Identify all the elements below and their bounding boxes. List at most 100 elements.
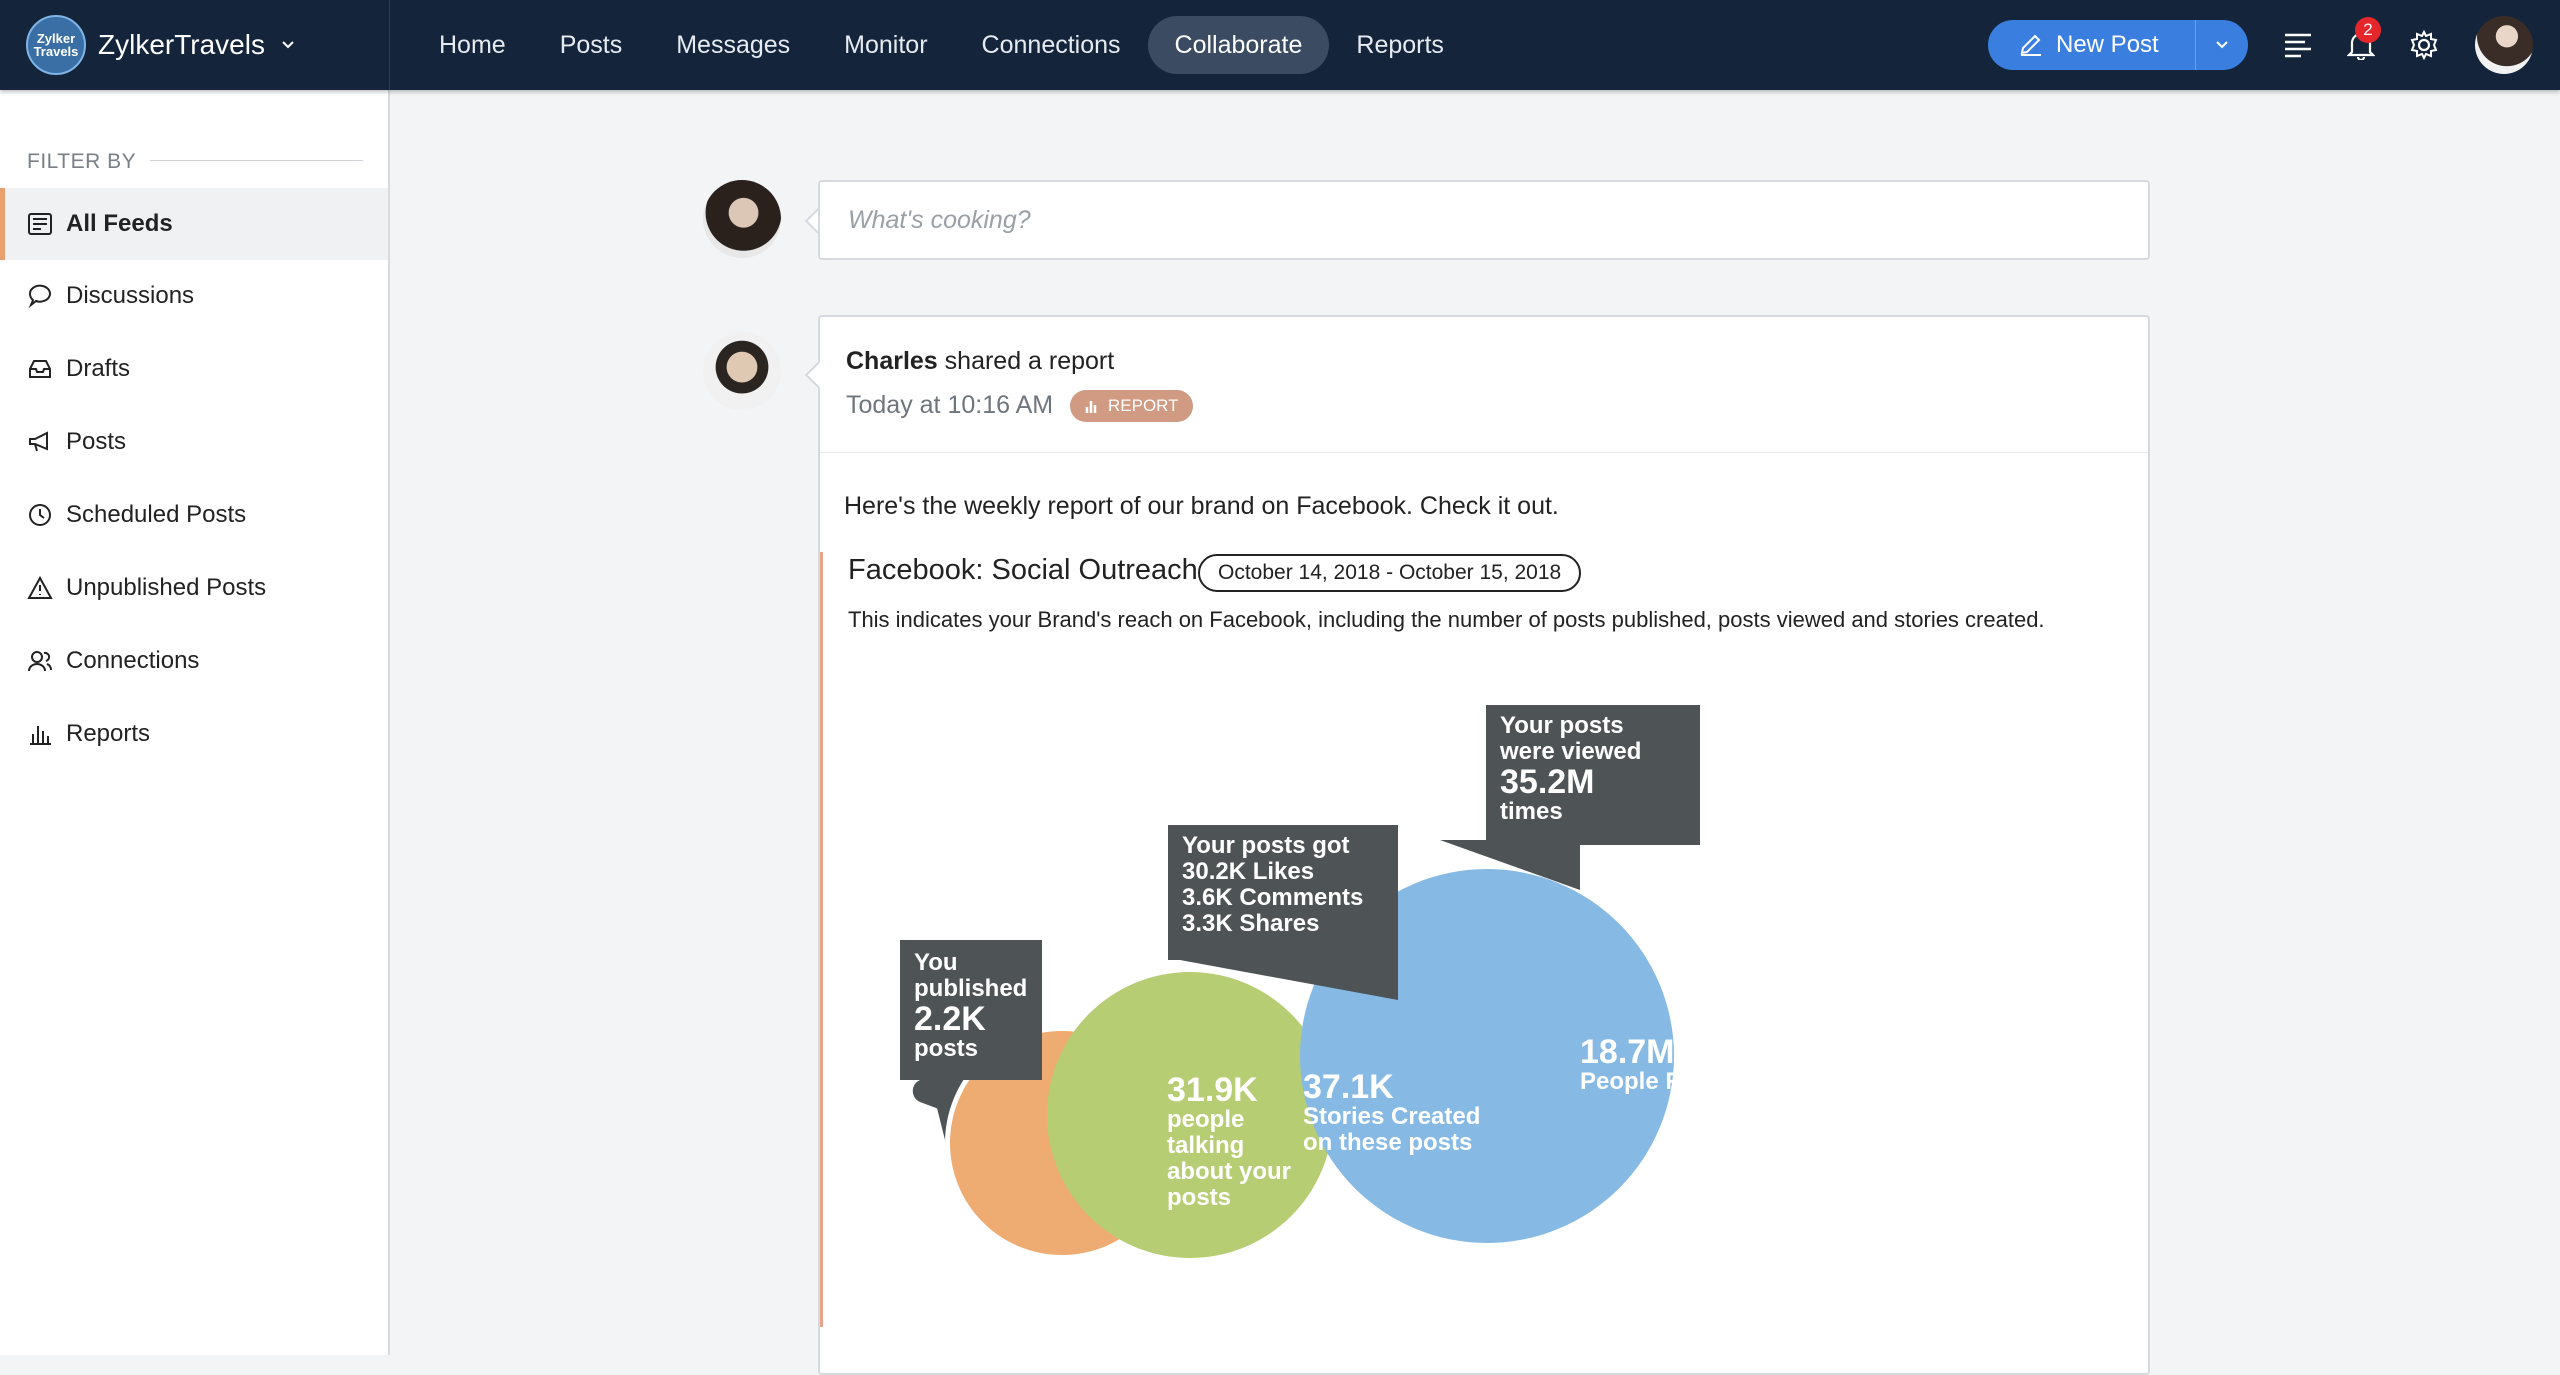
sidebar-item-label: Reports [66, 720, 151, 747]
brand-name: ZylkerTravels [98, 29, 265, 60]
report-tag-label: REPORT [1108, 396, 1179, 415]
composer[interactable] [818, 180, 2150, 260]
megaphone-icon [26, 428, 54, 456]
engagement-line-3: 3.6K Comments [1182, 884, 1364, 911]
outreach-infographic: You published 2.2K posts Your posts got … [880, 690, 1880, 1310]
sidebar-item-label: Posts [66, 428, 127, 455]
menu-lines-icon[interactable] [2280, 27, 2316, 63]
engagement-line-1: Your posts got [1182, 832, 1350, 859]
nav-home[interactable]: Home [439, 31, 506, 59]
post-header: Charles shared a report Today at 10:16 A… [820, 317, 2148, 453]
stories-text: 37.1K Stories Created on these posts [1303, 1070, 1480, 1156]
reach-text: 18.7M People Reached [1580, 1035, 1765, 1095]
post-time: Today at 10:16 AM [846, 391, 1054, 419]
sidebar: FILTER BY All Feeds Discussions Drafts P… [0, 90, 390, 1355]
views-line-1: Your posts [1500, 712, 1624, 739]
stories-line-2: on these posts [1303, 1129, 1473, 1156]
sidebar-item-label: Scheduled Posts [66, 501, 247, 528]
sidebar-item-scheduled-posts[interactable]: Scheduled Posts [0, 479, 388, 551]
stories-line-1: Stories Created [1303, 1103, 1481, 1130]
report-tag: REPORT [1070, 390, 1193, 422]
chat-bubble-icon [26, 282, 54, 310]
talking-line-2: talking [1167, 1132, 1245, 1159]
talking-line-3: about your [1167, 1158, 1291, 1185]
engagement-callout-pointer [1180, 960, 1398, 1000]
report-title: Facebook: Social Outreach [848, 554, 1198, 586]
new-post-dropdown[interactable] [2195, 20, 2248, 70]
post-author[interactable]: Charles [846, 347, 938, 375]
brand-switcher[interactable]: Zylker Travels ZylkerTravels [0, 0, 390, 90]
author-avatar[interactable] [703, 332, 781, 410]
nav-posts[interactable]: Posts [559, 31, 623, 59]
report-accent-bar [820, 552, 823, 1327]
views-line-2: were viewed [1500, 738, 1642, 765]
nav-messages[interactable]: Messages [676, 31, 791, 59]
sidebar-item-connections[interactable]: Connections [0, 625, 388, 697]
chevron-down-icon [2216, 41, 2228, 49]
post-message: Here's the weekly report of our brand on… [844, 492, 1559, 520]
nav-monitor[interactable]: Monitor [844, 31, 928, 59]
new-post-label: New Post [2056, 31, 2159, 58]
brand-logo: Zylker Travels [26, 15, 86, 75]
views-callout-pointer [1440, 840, 1580, 890]
bar-chart-icon [26, 720, 54, 748]
feed-icon [26, 210, 54, 238]
sidebar-item-label: Discussions [66, 282, 195, 309]
filter-heading: FILTER BY [27, 150, 137, 173]
composer-input[interactable] [820, 182, 2148, 258]
report-date-range: October 14, 2018 - October 15, 2018 [1198, 554, 1582, 592]
talking-line-4: posts [1167, 1184, 1232, 1211]
engagement-line-4: 3.3K Shares [1182, 910, 1320, 937]
published-line-2: published [914, 975, 1028, 1002]
new-post-button[interactable]: New Post [1988, 20, 2248, 70]
stories-value: 37.1K [1303, 1068, 1394, 1106]
sidebar-item-label: Drafts [66, 355, 131, 382]
sidebar-item-discussions[interactable]: Discussions [0, 260, 388, 332]
engagement-line-2: 30.2K Likes [1182, 858, 1315, 885]
brand-logo-text: Zylker Travels [33, 31, 79, 59]
talking-value: 31.9K [1167, 1071, 1258, 1109]
sidebar-item-label: Unpublished Posts [66, 574, 267, 601]
sidebar-item-reports[interactable]: Reports [0, 698, 388, 770]
post-action: shared a report [937, 347, 1115, 375]
nav-connections[interactable]: Connections [981, 31, 1121, 59]
sidebar-item-label: Connections [66, 647, 200, 674]
gear-icon[interactable] [2406, 27, 2442, 63]
published-line-3: posts [914, 1035, 979, 1062]
sidebar-item-unpublished-posts[interactable]: Unpublished Posts [0, 552, 388, 624]
user-avatar[interactable] [2475, 16, 2533, 74]
talking-text: 31.9K people talking about your posts [1167, 1073, 1291, 1211]
main-nav: Home Posts Messages Monitor Connections … [412, 16, 1471, 74]
top-bar: Zylker Travels ZylkerTravels Home Posts … [0, 0, 2560, 90]
pencil-icon [2020, 34, 2041, 56]
views-callout: Your posts were viewed 35.2M times [1486, 705, 1700, 845]
sidebar-item-label: All Feeds [66, 210, 173, 237]
sidebar-item-drafts[interactable]: Drafts [0, 333, 388, 405]
published-value: 2.2K [914, 1000, 986, 1038]
post-author-line: Charles shared a report [846, 347, 1114, 376]
clock-icon [26, 501, 54, 529]
views-value: 35.2M [1500, 763, 1595, 801]
drafts-icon [26, 355, 54, 383]
new-post-main[interactable]: New Post [1988, 20, 2195, 70]
filter-divider [150, 160, 363, 161]
published-callout: You published 2.2K posts [900, 940, 1042, 1080]
sidebar-item-posts[interactable]: Posts [0, 406, 388, 478]
stories-circle [1047, 972, 1333, 1258]
views-line-3: times [1500, 798, 1563, 825]
reach-line-1: People Reached [1580, 1068, 1766, 1095]
nav-reports[interactable]: Reports [1356, 31, 1444, 59]
sidebar-item-all-feeds[interactable]: All Feeds [0, 188, 388, 260]
nav-collaborate[interactable]: Collaborate [1147, 16, 1330, 74]
users-icon [26, 647, 54, 675]
chevron-down-icon [282, 41, 294, 49]
warning-icon [26, 574, 54, 602]
talking-line-1: people [1167, 1106, 1245, 1133]
engagement-callout: Your posts got 30.2K Likes 3.6K Comments… [1168, 825, 1398, 960]
bar-chart-icon [1085, 401, 1097, 413]
reach-value: 18.7M [1580, 1033, 1675, 1071]
notification-badge: 2 [2355, 17, 2381, 43]
current-user-avatar [703, 180, 781, 258]
report-description: This indicates your Brand's reach on Fac… [848, 607, 2045, 632]
published-line-1: You [914, 949, 958, 976]
